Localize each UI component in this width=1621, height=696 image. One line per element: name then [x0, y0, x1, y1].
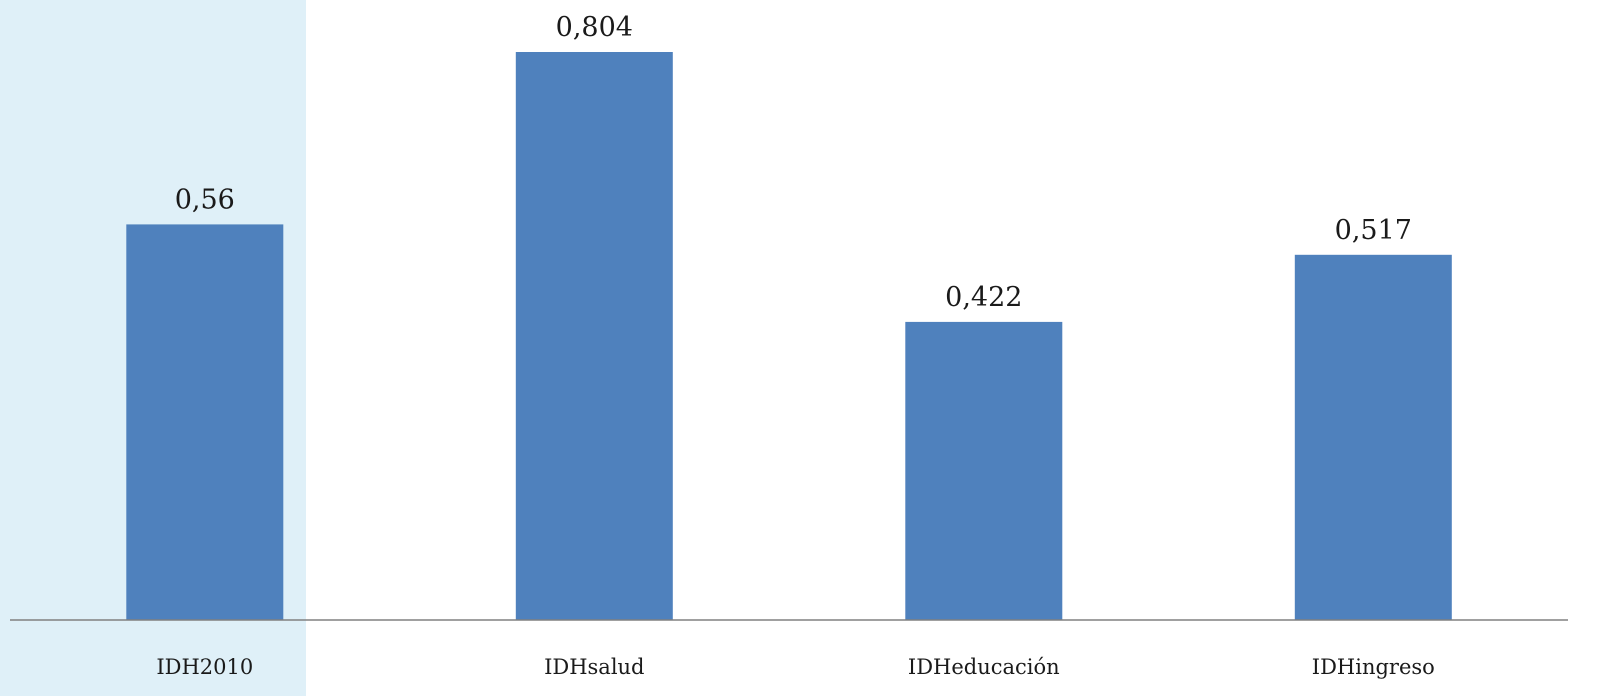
bar-idh2010: [126, 224, 284, 620]
x-tick-label-idheducación: IDHeducación: [908, 655, 1060, 679]
x-tick-labels-group: IDH2010 IDHsalud IDHeducación IDHingreso: [156, 655, 1434, 679]
data-label-idh2010: 0,56: [175, 184, 235, 215]
bar-idhsalud: [515, 52, 673, 620]
x-tick-label-idh2010: IDH2010: [156, 655, 253, 679]
data-label-idhingreso: 0,517: [1335, 215, 1412, 246]
bar-idhingreso: [1294, 254, 1452, 621]
data-labels-group: 0,56 0,804 0,422 0,517: [175, 12, 1412, 313]
x-tick-label-idhsalud: IDHsalud: [544, 655, 644, 679]
data-label-idhsalud: 0,804: [556, 12, 633, 43]
data-label-idheducación: 0,422: [945, 282, 1022, 313]
x-tick-label-idhingreso: IDHingreso: [1312, 655, 1435, 679]
bars-group: [126, 52, 1452, 621]
bar-idheducación: [905, 321, 1063, 620]
